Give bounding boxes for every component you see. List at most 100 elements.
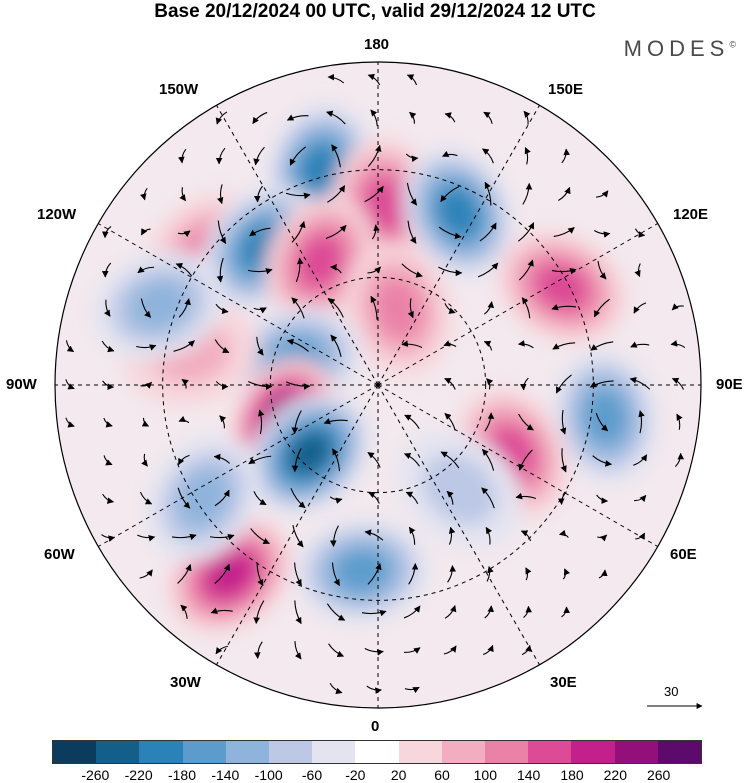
wind-arrow xyxy=(253,307,267,314)
wind-arrow xyxy=(140,298,152,318)
wind-arrow xyxy=(364,648,384,656)
wind-arrow xyxy=(285,381,311,390)
wind-arrow xyxy=(329,683,343,695)
meridian-line xyxy=(377,105,540,386)
wind-arrow xyxy=(177,230,191,238)
wind-arrow xyxy=(140,228,151,236)
wind-arrow xyxy=(555,374,572,394)
wind-arrow xyxy=(438,226,462,240)
wind-arrow xyxy=(483,644,494,656)
wind-arrow xyxy=(443,340,457,347)
wind-arrow xyxy=(519,377,529,391)
wind-arrow xyxy=(633,302,647,314)
wind-arrow xyxy=(405,491,419,504)
wind-arrow xyxy=(518,413,534,431)
wind-arrow xyxy=(483,111,493,124)
colorbar-segment xyxy=(355,741,399,763)
wind-arrow xyxy=(140,187,148,201)
map-title: Base 20/12/2024 00 UTC, valid 29/12/2024… xyxy=(154,1,596,22)
wind-arrow xyxy=(291,220,306,243)
positive-anomaly xyxy=(363,178,406,233)
wind-arrow xyxy=(290,488,306,509)
colorbar-tick-label: 60 xyxy=(434,767,450,783)
wind-arrow xyxy=(367,73,381,86)
wind-arrow xyxy=(484,181,492,206)
wind-arrow xyxy=(597,534,608,542)
lon-label-60w: 60W xyxy=(44,546,75,563)
wind-arrow xyxy=(248,381,273,391)
wind-arrow xyxy=(294,641,302,660)
copyright-mark: © xyxy=(729,39,736,50)
wind-arrow xyxy=(634,228,646,238)
lon-label-150w: 150W xyxy=(159,81,199,98)
anomaly-layer xyxy=(92,102,659,634)
wind-arrow xyxy=(250,528,270,545)
positive-anomaly xyxy=(298,235,343,288)
wind-arrow xyxy=(141,417,150,427)
wind-arrow xyxy=(670,340,686,349)
wind-arrow xyxy=(638,410,645,434)
wind-arrow xyxy=(446,490,454,505)
lon-label-120e: 120E xyxy=(673,206,709,223)
colorbar-segment xyxy=(182,741,226,763)
wind-arrow xyxy=(523,110,531,125)
wind-arrow xyxy=(139,491,153,505)
colorbar xyxy=(52,740,702,764)
wind-arrow xyxy=(440,451,460,469)
wind-arrow xyxy=(256,336,264,356)
wind-arrow xyxy=(518,259,534,281)
negative-anomaly xyxy=(334,550,389,592)
wind-arrow xyxy=(294,600,302,625)
wind-arrow xyxy=(101,262,112,278)
wind-arrow xyxy=(523,605,533,618)
wind-arrow xyxy=(596,494,609,504)
wind-arrow xyxy=(518,449,533,471)
wind-arrow xyxy=(332,448,341,472)
negative-anomaly xyxy=(422,454,498,525)
colorbar-tick-label: 260 xyxy=(646,767,671,783)
wind-arrow xyxy=(140,381,153,389)
colorbar-segment xyxy=(269,741,313,763)
wind-arrow xyxy=(292,525,304,548)
wind-arrow xyxy=(559,409,567,435)
wind-arrow xyxy=(482,148,494,164)
meridian-line xyxy=(377,223,658,386)
wind-arrow xyxy=(521,297,531,319)
colorbar-tick-label: -220 xyxy=(124,767,153,783)
wind-arrow xyxy=(177,563,192,584)
map-disc xyxy=(55,62,701,708)
wind-arrow xyxy=(518,222,535,242)
wind-arrow xyxy=(401,340,423,349)
wind-arrow xyxy=(253,600,265,625)
negative-anomaly xyxy=(584,390,627,444)
colorbar-segment xyxy=(571,741,615,763)
wind-arrow xyxy=(590,341,614,351)
wind-arrow xyxy=(366,685,382,694)
wind-arrow xyxy=(249,227,271,237)
wind-arrow xyxy=(444,413,456,431)
wind-arrow xyxy=(525,567,532,581)
wind-arrow xyxy=(328,298,344,318)
wind-arrow xyxy=(253,185,263,203)
wind-arrow xyxy=(367,144,382,167)
wind-arrow xyxy=(408,526,416,545)
wind-arrow xyxy=(371,224,380,240)
wind-arrow xyxy=(447,565,457,583)
wind-arrow xyxy=(444,605,457,619)
wind-arrow xyxy=(213,453,231,464)
wind-arrow xyxy=(177,487,191,509)
wind-arrow xyxy=(477,262,499,278)
lon-label-30w: 30W xyxy=(170,674,201,691)
wind-arrow xyxy=(634,494,647,503)
wind-arrow xyxy=(521,644,532,656)
wind-arrow xyxy=(175,262,193,277)
positive-anomaly xyxy=(207,553,253,596)
wind-arrow xyxy=(483,301,495,315)
wind-arrow xyxy=(253,491,267,506)
wind-arrow xyxy=(103,417,113,428)
wind-arrow xyxy=(178,415,190,424)
wind-arrow xyxy=(326,110,346,125)
positive-anomaly xyxy=(373,277,424,340)
wind-arrow xyxy=(326,603,346,621)
